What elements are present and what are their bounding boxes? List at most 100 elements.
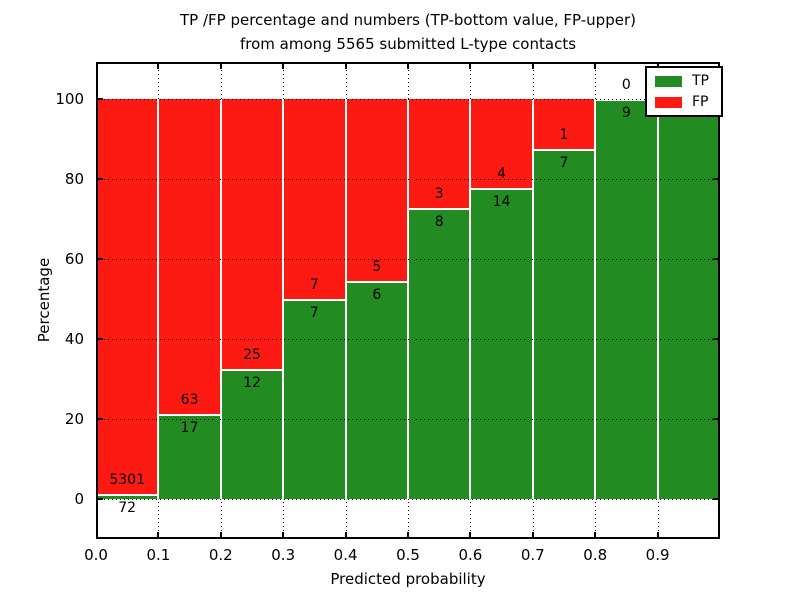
- y-tick-mark: [713, 258, 720, 260]
- x-tick-mark: [282, 62, 285, 69]
- x-tick-mark: [531, 62, 534, 69]
- bar-segment-tp: [595, 99, 658, 499]
- x-tick-mark: [469, 532, 472, 539]
- bar-segment-tp: [158, 414, 221, 499]
- tp-count-label: 7: [309, 305, 319, 321]
- y-tick-label: 80: [64, 170, 84, 188]
- horizontal-gridline: [96, 419, 720, 420]
- x-tick-mark: [407, 532, 409, 539]
- tp-count-label: 8: [434, 214, 444, 231]
- x-tick-mark: [407, 62, 409, 69]
- bar-segment-tp: [657, 99, 720, 499]
- y-tick-mark: [713, 178, 720, 180]
- x-tick-mark: [282, 532, 285, 539]
- horizontal-gridline: [96, 99, 720, 100]
- fp-swatch: [655, 96, 682, 108]
- y-tick-mark: [713, 418, 720, 420]
- x-tick-label: 0.4: [333, 546, 358, 564]
- bar-segment-fp: [345, 99, 408, 281]
- bar-segment-fp: [158, 99, 221, 414]
- x-tick-label: 0.5: [396, 546, 420, 564]
- bar-segment-fp: [408, 99, 471, 209]
- bar-segment-fp: [283, 99, 346, 299]
- legend-item-tp: TP: [655, 74, 709, 88]
- y-tick-mark: [96, 98, 103, 100]
- x-tick-mark: [344, 62, 347, 69]
- y-tick-mark: [96, 178, 103, 180]
- tp-count-label: 12: [243, 375, 261, 392]
- horizontal-gridline: [96, 339, 720, 340]
- y-tick-mark: [96, 338, 103, 340]
- bar-segment-tp: [345, 280, 408, 499]
- y-tick-mark: [96, 258, 103, 260]
- x-tick-label: 0.1: [146, 546, 171, 564]
- fp-count-label: 3: [434, 186, 444, 203]
- chart-title-line-1: TP /FP percentage and numbers (TP-bottom…: [180, 11, 636, 29]
- x-tick-mark: [594, 62, 597, 69]
- x-tick-label: 0.7: [520, 546, 545, 564]
- chart-title-line-2: from among 5565 submitted L-type contact…: [239, 35, 577, 53]
- y-tick-mark: [713, 498, 720, 500]
- bar-segment-tp: [220, 369, 284, 499]
- tp-count-label: 7: [559, 155, 569, 171]
- horizontal-gridline: [96, 259, 720, 260]
- bar-segment-tp: [470, 187, 533, 499]
- legend-item-fp: FP: [655, 95, 709, 109]
- x-tick-label: 0.9: [645, 546, 670, 564]
- y-tick-label: 60: [64, 250, 84, 268]
- x-tick-label: 0.2: [208, 546, 233, 564]
- x-tick-label: 0.8: [583, 546, 608, 564]
- tp-count-label: 9: [621, 105, 631, 121]
- tp-count-label: 14: [492, 193, 511, 210]
- x-tick-mark: [219, 532, 222, 539]
- bar-segment-tp: [532, 149, 596, 499]
- x-axis-label: Predicted probability: [330, 570, 486, 588]
- bar-segment-tp: [283, 299, 346, 499]
- x-tick-mark: [157, 62, 160, 69]
- bar-segment-fp: [96, 99, 159, 494]
- bar-segment-fp: [470, 99, 533, 188]
- legend: TP FP: [645, 66, 723, 117]
- bar-segment-tp: [408, 208, 471, 499]
- fp-count-label: 5301: [109, 471, 146, 488]
- y-axis-label: Percentage: [35, 257, 53, 343]
- tp-count-label: 72: [118, 499, 137, 516]
- x-tick-mark: [344, 532, 347, 539]
- fp-count-label: 0: [621, 77, 631, 93]
- y-tick-mark: [96, 418, 103, 420]
- x-tick-mark: [469, 62, 472, 69]
- tp-count-label: 6: [372, 286, 382, 303]
- x-tick-mark: [656, 532, 659, 539]
- y-tick-mark: [96, 498, 103, 500]
- chart-title: TP /FP percentage and numbers (TP-bottom…: [96, 8, 720, 56]
- tp-count-label: 17: [180, 420, 199, 436]
- x-tick-mark: [157, 532, 160, 539]
- tp-swatch: [655, 75, 682, 87]
- x-tick-mark: [219, 62, 222, 69]
- x-tick-mark: [594, 532, 597, 539]
- fp-count-label: 5: [372, 258, 382, 275]
- y-tick-label: 0: [74, 490, 84, 508]
- horizontal-gridline: [96, 499, 720, 500]
- y-tick-mark: [713, 338, 720, 340]
- x-tick-mark: [656, 62, 659, 69]
- y-tick-label: 100: [55, 90, 84, 108]
- legend-label: TP: [692, 73, 709, 89]
- x-tick-label: 0.0: [84, 546, 108, 564]
- x-tick-label: 0.3: [271, 546, 296, 564]
- fp-count-label: 7: [309, 277, 319, 293]
- x-tick-label: 0.6: [458, 546, 483, 564]
- bar-segment-fp: [220, 99, 284, 370]
- horizontal-gridline: [96, 179, 720, 180]
- fp-count-label: 25: [243, 347, 261, 364]
- fp-count-label: 4: [497, 165, 507, 182]
- x-tick-mark: [531, 532, 534, 539]
- fp-count-label: 63: [180, 392, 199, 408]
- y-tick-label: 40: [64, 330, 84, 348]
- fp-count-label: 1: [559, 127, 569, 143]
- legend-label: FP: [692, 94, 709, 110]
- bar-segment-fp: [532, 99, 596, 149]
- y-tick-label: 20: [64, 410, 84, 428]
